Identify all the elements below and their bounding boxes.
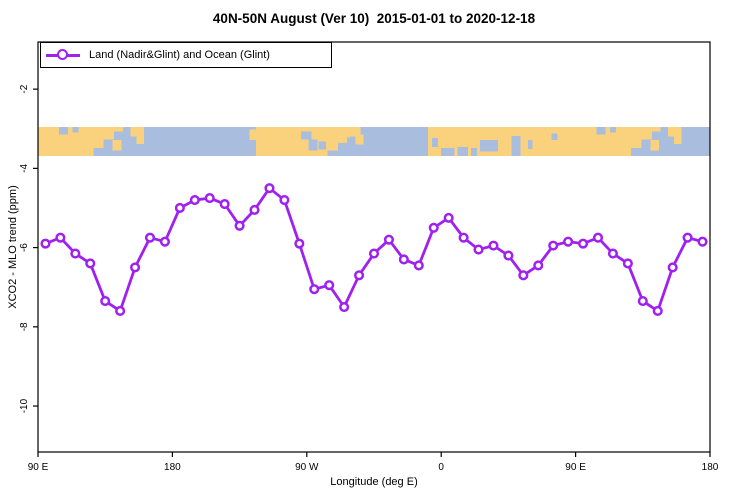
- map-band-water: [471, 147, 478, 157]
- data-point: [159, 236, 170, 247]
- map-band-land: [355, 134, 364, 145]
- data-point: [488, 240, 499, 251]
- data-point: [652, 305, 663, 317]
- y-axis-title: XCO2 - MLO trend (ppm): [7, 185, 19, 309]
- data-point: [70, 248, 81, 259]
- data-point: [115, 305, 126, 317]
- data-point: [40, 238, 51, 249]
- map-band-land: [674, 127, 682, 144]
- map-band-land: [650, 140, 660, 151]
- data-point: [637, 296, 648, 307]
- map-band-water: [347, 137, 355, 148]
- map-band-water: [300, 131, 312, 140]
- data-point: [309, 284, 320, 295]
- y-tick-label: -10: [19, 398, 30, 413]
- map-band-land: [651, 127, 661, 132]
- data-point: [189, 195, 200, 206]
- map-band-land: [249, 129, 257, 141]
- x-tick-label: 180: [702, 462, 719, 473]
- x-tick-label: 90 E: [28, 462, 49, 473]
- data-point: [697, 236, 708, 247]
- data-point: [667, 262, 678, 273]
- map-band-water: [58, 127, 68, 135]
- data-point: [174, 202, 185, 214]
- data-point: [55, 232, 66, 243]
- map-band-water: [480, 140, 498, 152]
- map-band-land: [350, 127, 361, 137]
- map-band-water: [596, 127, 606, 135]
- x-axis-title: Longitude (deg E): [330, 476, 418, 488]
- plot-frame: [37, 41, 711, 453]
- data-point: [443, 212, 454, 223]
- data-point: [144, 232, 156, 243]
- data-point: [473, 244, 484, 255]
- data-point: [294, 238, 305, 249]
- data-point: [533, 260, 544, 271]
- x-tick-label: 180: [164, 462, 181, 473]
- map-band-water: [609, 127, 616, 133]
- map-band-land: [103, 127, 115, 140]
- data-point: [324, 280, 335, 291]
- map-band-water: [432, 138, 439, 147]
- data-point: [622, 258, 633, 269]
- data-point: [428, 222, 439, 233]
- map-band-land: [668, 127, 675, 137]
- map-band-land: [327, 127, 339, 151]
- data-point: [264, 183, 275, 194]
- y-tick-label: -4: [19, 163, 30, 172]
- data-point: [130, 262, 141, 273]
- data-point: [383, 234, 394, 245]
- legend-line-marker-icon: [46, 49, 80, 61]
- data-point: [518, 270, 529, 281]
- x-tick-label: 90 E: [565, 462, 586, 473]
- map-band-land: [93, 127, 104, 148]
- data-point: [578, 238, 589, 249]
- map-band-land: [130, 127, 137, 137]
- map-band-water: [511, 135, 521, 157]
- data-point: [219, 198, 230, 210]
- map-band-land: [112, 140, 122, 151]
- map-band-land: [630, 127, 642, 148]
- map-band-water: [457, 146, 469, 157]
- data-point: [398, 254, 409, 265]
- map-band-water: [551, 133, 558, 141]
- data-point: [592, 232, 604, 243]
- data-point: [234, 220, 245, 231]
- map-band-water: [308, 139, 318, 151]
- data-point: [682, 232, 693, 243]
- legend: Land (Nadir&Glint) and Ocean (Glint): [40, 42, 332, 68]
- legend-label: Land (Nadir&Glint) and Ocean (Glint): [89, 49, 270, 61]
- y-tick-label: -6: [19, 243, 30, 252]
- data-point: [100, 296, 111, 307]
- data-point: [368, 248, 380, 259]
- data-point: [503, 250, 514, 261]
- data-point: [339, 301, 350, 313]
- data-point: [249, 204, 260, 216]
- data-point: [458, 232, 469, 243]
- map-band-water: [527, 140, 533, 149]
- data-point: [607, 248, 618, 259]
- y-tick-label: -2: [19, 84, 30, 93]
- x-tick-label: 0: [438, 462, 444, 473]
- x-tick-label: 90 W: [295, 462, 319, 473]
- data-point: [279, 195, 290, 206]
- map-band-land: [338, 127, 351, 144]
- map-band-water: [318, 141, 327, 150]
- data-point: [204, 193, 215, 204]
- chart-title: 40N-50N August (Ver 10) 2015-01-01 to 20…: [212, 11, 536, 26]
- legend-circle-icon: [57, 49, 68, 60]
- map-band-land: [114, 127, 124, 132]
- data-point: [85, 258, 96, 269]
- y-tick-label: -8: [19, 322, 30, 331]
- map-band-water: [441, 147, 455, 157]
- data-point: [563, 236, 574, 247]
- map-band-water: [72, 127, 79, 133]
- data-point: [354, 270, 365, 281]
- data-point: [413, 260, 424, 271]
- data-point: [548, 240, 559, 251]
- map-band-land: [641, 127, 652, 140]
- map-band-land: [136, 127, 145, 144]
